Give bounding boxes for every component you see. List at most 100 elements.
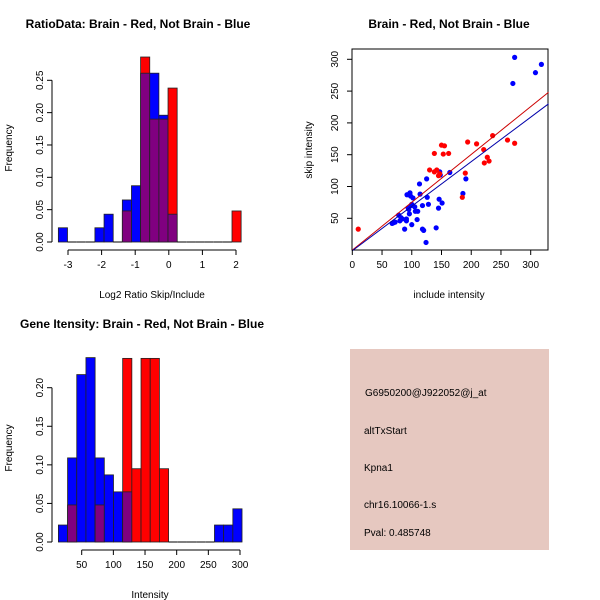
scatter-point-brain bbox=[355, 226, 361, 232]
bar-overlap bbox=[167, 213, 178, 243]
scatter-point-not-brain bbox=[421, 227, 427, 233]
bar-overlap bbox=[149, 118, 160, 243]
y-tick-label: 0.00 bbox=[35, 232, 46, 252]
intensity-histogram-ylabel: Frequency bbox=[4, 424, 15, 471]
bar-overlap bbox=[94, 504, 105, 543]
bar-not-brain bbox=[57, 524, 68, 543]
bar-not-brain bbox=[94, 227, 105, 243]
info-panel-background bbox=[350, 349, 549, 550]
scatter-ylabel: skip intensity bbox=[304, 121, 315, 178]
scatter-point-brain bbox=[490, 133, 496, 139]
y-tick-label: 100 bbox=[330, 178, 341, 195]
scatter-point-not-brain bbox=[433, 225, 439, 231]
scatter-point-not-brain bbox=[425, 201, 432, 207]
x-tick-label: 50 bbox=[76, 560, 88, 571]
scatter-point-not-brain bbox=[512, 54, 518, 60]
scatter-point-not-brain bbox=[460, 190, 466, 197]
y-tick-label: 0.00 bbox=[35, 532, 46, 552]
bar-brain bbox=[158, 468, 169, 543]
ratio-histogram-title: RatioData: Brain - Red, Not Brain - Blue bbox=[26, 17, 251, 31]
y-tick-label: 300 bbox=[330, 51, 341, 68]
scatter-point-not-brain bbox=[406, 206, 412, 212]
x-tick-label: 1 bbox=[200, 260, 206, 271]
x-tick-label: -3 bbox=[64, 260, 73, 271]
scatter-plot-box bbox=[351, 48, 549, 251]
intensity-histogram-title: Gene Itensity: Brain - Red, Not Brain - … bbox=[20, 317, 264, 331]
x-tick-label: 300 bbox=[522, 260, 539, 271]
x-tick-label: 100 bbox=[105, 560, 122, 571]
y-tick-label: 0.20 bbox=[35, 102, 46, 122]
scatter-point-not-brain bbox=[538, 61, 545, 67]
bar-not-brain bbox=[57, 227, 68, 243]
scatter-point-brain bbox=[459, 194, 465, 200]
scatter-point-not-brain bbox=[402, 226, 408, 232]
x-tick-label: 250 bbox=[493, 260, 510, 271]
gene-name: Kpna1 bbox=[364, 463, 393, 474]
bar-overlap bbox=[122, 491, 133, 543]
ratio-histogram-ylabel: Frequency bbox=[4, 124, 15, 171]
y-tick-label: 0.10 bbox=[35, 167, 46, 187]
regression-line-not-brain bbox=[352, 103, 549, 252]
scatter-point-brain bbox=[427, 167, 433, 173]
scatter-point-not-brain bbox=[435, 205, 442, 211]
scatter-point-brain bbox=[446, 150, 452, 157]
y-tick-label: 50 bbox=[330, 212, 341, 224]
pval: Pval: 0.485748 bbox=[364, 528, 431, 539]
ratio-histogram: RatioData: Brain - Red, Not Brain - Blue… bbox=[4, 17, 251, 301]
scatter-point-brain bbox=[473, 141, 480, 147]
scatter-point-not-brain bbox=[532, 70, 539, 76]
y-tick-label: 0.05 bbox=[35, 199, 46, 219]
x-tick-label: 200 bbox=[168, 560, 185, 571]
scatter-point-not-brain bbox=[398, 215, 404, 221]
y-tick-label: 0.15 bbox=[35, 135, 46, 155]
intensity-histogram-xlabel: Intensity bbox=[131, 590, 168, 600]
scatter-point-not-brain bbox=[510, 80, 516, 87]
bar-overlap bbox=[67, 504, 78, 543]
bar-not-brain bbox=[223, 524, 234, 543]
intensity-scatter: Brain - Red, Not Brain - Blue 0 50 100 150 2… bbox=[304, 17, 549, 301]
scatter-point-brain bbox=[465, 139, 471, 145]
intensity-histogram: Gene Itensity: Brain - Red, Not Brain - … bbox=[4, 317, 264, 600]
scatter-point-brain bbox=[512, 140, 518, 146]
scatter-point-not-brain bbox=[414, 216, 420, 223]
y-tick-label: 0.10 bbox=[35, 455, 46, 475]
x-tick-label: -1 bbox=[131, 260, 140, 271]
x-tick-label: 200 bbox=[463, 260, 480, 271]
bar-not-brain bbox=[103, 474, 114, 543]
regression-line-brain bbox=[351, 91, 549, 251]
y-tick-label: 0.05 bbox=[35, 493, 46, 513]
bar-brain bbox=[140, 357, 151, 543]
bar-brain bbox=[149, 357, 160, 543]
bar-not-brain bbox=[103, 213, 114, 243]
probe-id: G6950200@J922052@j_at bbox=[365, 388, 487, 399]
scatter-point-not-brain bbox=[436, 196, 442, 202]
bar-overlap bbox=[158, 118, 169, 243]
scatter-point-not-brain bbox=[403, 218, 410, 224]
bar-brain bbox=[131, 468, 142, 543]
scatter-point-brain bbox=[462, 170, 468, 176]
scatter-point-not-brain bbox=[417, 191, 423, 197]
scatter-point-not-brain bbox=[412, 208, 418, 214]
scatter-point-brain bbox=[431, 150, 437, 157]
x-tick-label: 2 bbox=[233, 260, 239, 271]
y-tick-label: 250 bbox=[330, 82, 341, 99]
bar-overlap bbox=[140, 72, 151, 243]
ratio-histogram-xlabel: Log2 Ratio Skip/Include bbox=[99, 290, 205, 301]
bar-not-brain bbox=[76, 374, 87, 543]
scatter-point-not-brain bbox=[416, 181, 423, 187]
transcript-id: chr16.10066-1.s bbox=[364, 500, 436, 511]
event-type: altTxStart bbox=[364, 426, 407, 437]
x-tick-label: 50 bbox=[376, 260, 388, 271]
scatter-point-brain bbox=[486, 158, 492, 164]
scatter-point-brain bbox=[441, 143, 448, 149]
x-tick-label: -2 bbox=[97, 260, 106, 271]
y-tick-label: 0.15 bbox=[35, 416, 46, 436]
scatter-point-brain bbox=[504, 137, 511, 143]
bar-not-brain bbox=[131, 185, 142, 243]
scatter-point-not-brain bbox=[409, 222, 415, 228]
x-tick-label: 300 bbox=[232, 560, 249, 571]
y-tick-label: 0.20 bbox=[35, 378, 46, 398]
scatter-title: Brain - Red, Not Brain - Blue bbox=[368, 17, 530, 31]
scatter-point-not-brain bbox=[439, 200, 445, 206]
scatter-point-not-brain bbox=[423, 239, 429, 246]
